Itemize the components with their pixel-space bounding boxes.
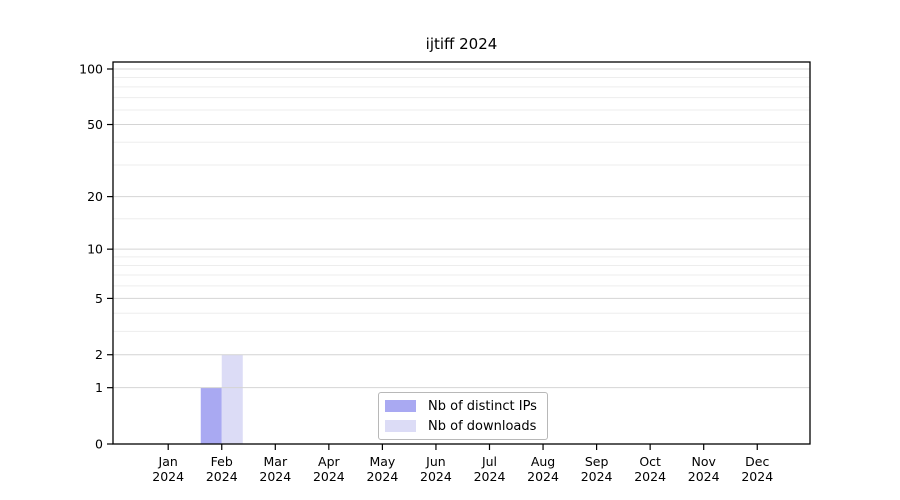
legend-label-distinct-ips: Nb of distinct IPs [428,398,537,414]
x-tick-label-month: Jun [425,454,446,469]
x-tick-label-month: Sep [585,454,609,469]
x-tick-label-month: Nov [691,454,716,469]
x-tick-label-year: 2024 [313,469,345,484]
x-tick-label-year: 2024 [474,469,506,484]
bar-distinct-ips-feb [200,387,222,444]
x-tick-label-month: May [369,454,395,469]
x-tick-label-year: 2024 [420,469,452,484]
bar-downloads-feb [221,354,243,444]
y-tick-label: 10 [87,242,103,257]
y-tick-label: 50 [87,117,103,132]
legend-swatch-distinct-ips [385,400,416,412]
legend-item-distinct-ips: Nb of distinct IPs [385,397,537,415]
legend: Nb of distinct IPs Nb of downloads [378,392,548,440]
x-tick-label-year: 2024 [688,469,720,484]
x-tick-label-month: Aug [531,454,555,469]
x-tick-label-year: 2024 [259,469,291,484]
y-tick-label: 0 [95,437,103,452]
x-tick-label-month: Apr [318,454,340,469]
x-tick-label-year: 2024 [152,469,184,484]
x-tick-label-month: Mar [264,454,288,469]
x-tick-label-year: 2024 [527,469,559,484]
y-tick-label: 5 [95,291,103,306]
legend-item-downloads: Nb of downloads [385,417,537,435]
y-tick-label: 1 [95,380,103,395]
x-tick-label-year: 2024 [634,469,666,484]
x-tick-label-year: 2024 [581,469,613,484]
y-tick-label: 2 [95,347,103,362]
legend-label-downloads: Nb of downloads [428,418,537,434]
chart-title: ijtiff 2024 [425,35,498,53]
x-tick-label-year: 2024 [366,469,398,484]
plot-frame [112,61,811,445]
x-tick-label-month: Feb [211,454,233,469]
x-tick-label-month: Jan [158,454,178,469]
x-tick-label-year: 2024 [206,469,238,484]
y-tick-label: 100 [79,62,103,77]
x-tick-label-month: Dec [745,454,769,469]
x-tick-label-month: Oct [639,454,661,469]
x-tick-label-year: 2024 [741,469,773,484]
legend-swatch-downloads [385,420,416,432]
y-tick-label: 20 [87,189,103,204]
x-tick-label-month: Jul [481,454,497,469]
